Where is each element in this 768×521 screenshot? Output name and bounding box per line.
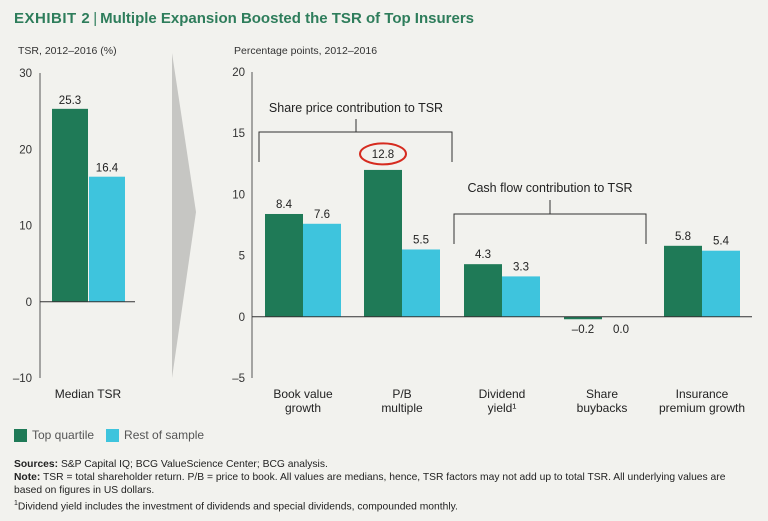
- legend-swatch-rest: [106, 428, 120, 442]
- right-bar-value-label: 7.6: [314, 209, 330, 221]
- legend: Top quartile Rest of sample: [14, 428, 216, 442]
- title-divider: |: [93, 10, 98, 27]
- right-bar-value-label: 5.4: [713, 236, 730, 248]
- share-price-bracket: [258, 131, 453, 162]
- highlight-circle: [359, 142, 407, 166]
- sources-text: S&P Capital IQ; BCG ValueScience Center;…: [58, 459, 328, 470]
- left-bar-value-label: 25.3: [59, 95, 81, 107]
- right-ytick-label: –5: [232, 373, 245, 385]
- right-bar-value-label: –0.2: [572, 324, 594, 336]
- left-bar-value-label: 16.4: [96, 163, 119, 175]
- footer-notes: Sources: S&P Capital IQ; BCG ValueScienc…: [14, 458, 754, 513]
- cash-flow-bracket-label: Cash flow contribution to TSR: [467, 181, 632, 195]
- right-bar-top-quartile: [464, 264, 502, 317]
- note-label: Note:: [14, 472, 41, 483]
- right-category-label: buybacks: [577, 401, 628, 415]
- sources-line: Sources: S&P Capital IQ; BCG ValueScienc…: [14, 458, 754, 471]
- footnote-line: 1Dividend yield includes the investment …: [14, 497, 754, 513]
- right-chart-title: Percentage points, 2012–2016: [234, 45, 377, 57]
- right-bar-rest-of-sample: [402, 249, 440, 317]
- right-category-label: Insurance: [676, 387, 729, 401]
- right-category-label: yield¹: [488, 401, 517, 415]
- share-price-bracket-label: Share price contribution to TSR: [269, 101, 443, 115]
- right-bar-rest-of-sample: [303, 223, 341, 317]
- right-category-label: growth: [285, 401, 321, 415]
- legend-swatch-top: [14, 428, 27, 442]
- cash-flow-bracket: [453, 213, 647, 244]
- right-bar-value-label: 12.8: [372, 149, 394, 161]
- right-category-label: premium growth: [659, 401, 745, 415]
- right-category-label: P/B: [392, 387, 411, 401]
- right-bar-top-quartile: [664, 245, 702, 317]
- right-bar-top-quartile: [364, 169, 402, 317]
- legend-label-top: Top quartile: [32, 428, 95, 442]
- right-bar-rest-of-sample: [702, 250, 740, 317]
- right-bar-value-label: 0.0: [613, 324, 629, 336]
- right-category-label: multiple: [381, 401, 423, 415]
- right-category-label: Share: [586, 387, 618, 401]
- left-ytick-label: –10: [13, 373, 32, 385]
- left-ytick-label: 20: [19, 144, 32, 156]
- left-ytick-label: 10: [19, 221, 32, 233]
- legend-item-rest: Rest of sample: [106, 428, 204, 442]
- right-bar-top-quartile: [564, 316, 602, 320]
- left-category-label: Median TSR: [55, 387, 122, 401]
- transition-arrow: [172, 53, 196, 378]
- right-bar-value-label: 4.3: [475, 249, 491, 261]
- left-bar-rest-of-sample: [89, 176, 125, 302]
- right-ytick-label: 0: [239, 312, 245, 324]
- right-bar-value-label: 8.4: [276, 199, 293, 211]
- exhibit-heading: Multiple Expansion Boosted the TSR of To…: [100, 10, 475, 27]
- right-ytick-label: 20: [232, 67, 245, 79]
- right-bar-value-label: 3.3: [513, 261, 529, 273]
- exhibit-number: EXHIBIT 2: [14, 10, 91, 27]
- right-bar-top-quartile: [265, 213, 303, 317]
- note-line: Note: TSR = total shareholder return. P/…: [14, 471, 754, 497]
- sources-label: Sources:: [14, 459, 59, 470]
- right-category-label: Dividend: [479, 387, 526, 401]
- legend-label-rest: Rest of sample: [124, 428, 205, 442]
- left-ytick-label: 0: [26, 297, 32, 309]
- right-category-label: Book value: [273, 387, 333, 401]
- left-chart-title: TSR, 2012–2016 (%): [18, 45, 117, 57]
- legend-item-top: Top quartile: [14, 428, 94, 442]
- exhibit-title: EXHIBIT 2 | Multiple Expansion Boosted the…: [14, 10, 474, 27]
- right-ytick-label: 10: [232, 189, 245, 201]
- note-text: TSR = total shareholder return. P/B = pr…: [14, 472, 726, 496]
- left-bar-top-quartile: [52, 108, 88, 302]
- right-ytick-label: 15: [232, 128, 245, 140]
- right-ytick-label: 5: [239, 251, 245, 263]
- left-ytick-label: 30: [19, 68, 32, 80]
- footnote-mark: 1: [14, 500, 18, 507]
- right-bar-rest-of-sample: [502, 276, 540, 317]
- right-bar-value-label: 5.8: [675, 231, 691, 243]
- right-bar-value-label: 5.5: [413, 234, 429, 246]
- footnote-text: Dividend yield includes the investment o…: [17, 501, 458, 513]
